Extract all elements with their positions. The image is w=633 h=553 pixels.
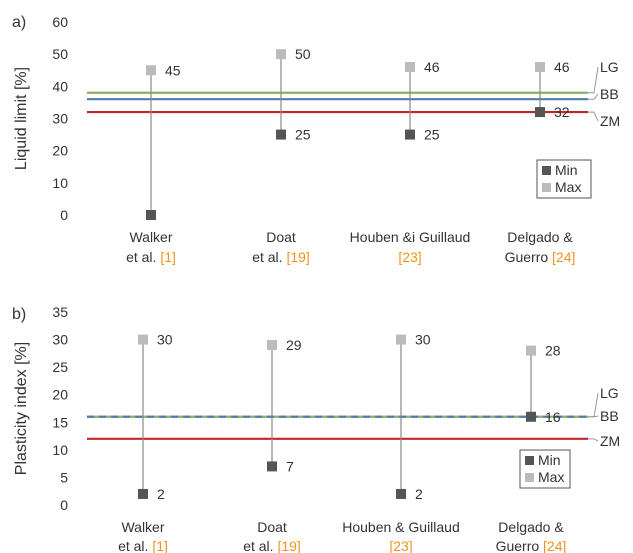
y-axis-label: Plasticity index [%] — [13, 342, 30, 475]
marker-max — [138, 334, 148, 345]
y-tick-label: 25 — [52, 359, 68, 375]
data-label-max: 45 — [165, 62, 181, 78]
y-tick-label: 0 — [60, 497, 68, 513]
reference-leader-lg — [588, 66, 599, 94]
panel-label: b) — [12, 306, 26, 323]
reference-leader-bb — [588, 93, 599, 100]
y-tick-label: 50 — [52, 46, 68, 62]
reference-leader-zm — [588, 111, 599, 122]
data-label-min: 32 — [554, 104, 570, 120]
marker-max — [276, 49, 286, 60]
citation-ref[interactable]: [23] — [398, 249, 421, 265]
y-tick-label: 40 — [52, 78, 68, 94]
legend-swatch-max — [525, 473, 534, 482]
marker-min — [276, 129, 286, 140]
marker-max — [526, 345, 536, 356]
y-axis-label: Liquid limit [%] — [13, 67, 30, 170]
legend-swatch-min — [542, 166, 551, 175]
marker-min — [535, 107, 545, 118]
legend-label-max: Max — [538, 469, 564, 485]
data-label-min: 7 — [286, 458, 294, 474]
x-category-label: Houben & Guillaud — [342, 519, 460, 535]
reference-label-lg: LG — [600, 385, 619, 401]
citation-ref[interactable]: [19] — [286, 249, 309, 265]
marker-max — [535, 62, 545, 73]
y-tick-label: 30 — [52, 332, 68, 348]
data-label-min: 25 — [295, 127, 311, 143]
legend-label-min: Min — [555, 162, 578, 178]
legend-label-max: Max — [555, 179, 581, 195]
legend-swatch-max — [542, 183, 551, 192]
y-tick-label: 5 — [60, 469, 68, 485]
citation-ref[interactable]: [24] — [543, 538, 566, 553]
y-tick-label: 10 — [52, 175, 68, 191]
x-category-label: Houben &i Guillaud — [350, 229, 471, 245]
marker-max — [146, 65, 156, 76]
data-label-min: 25 — [424, 127, 440, 143]
citation-ref[interactable]: [24] — [552, 249, 575, 265]
marker-min — [526, 411, 536, 422]
data-label-max: 46 — [554, 59, 570, 75]
legend-swatch-min — [525, 456, 534, 465]
reference-leader-bb — [588, 415, 599, 418]
citation-ref[interactable]: [23] — [389, 538, 412, 553]
reference-label-zm: ZM — [600, 113, 620, 129]
data-label-max: 50 — [295, 46, 311, 62]
x-category-label-line2: [23] — [398, 249, 421, 265]
data-label-min: 16 — [545, 409, 561, 425]
marker-min — [267, 461, 277, 472]
x-category-label: Walker — [129, 229, 172, 245]
citation-ref[interactable]: [19] — [277, 538, 300, 553]
data-label-min: 2 — [157, 486, 165, 502]
x-category-label: Doat — [266, 229, 296, 245]
data-label-min: 2 — [415, 486, 423, 502]
reference-label-lg: LG — [600, 59, 619, 75]
x-category-label-line2: et al. [1] — [126, 249, 176, 265]
reference-leader-lg — [588, 392, 599, 418]
x-category-label-line2: [23] — [389, 538, 412, 553]
legend-label-min: Min — [538, 452, 561, 468]
panel-label: a) — [12, 14, 26, 31]
x-category-label-line2: Guerro [24] — [496, 538, 567, 553]
reference-label-bb: BB — [600, 408, 619, 424]
marker-max — [267, 340, 277, 351]
y-tick-label: 10 — [52, 442, 68, 458]
marker-min — [396, 488, 406, 499]
y-tick-label: 35 — [52, 304, 68, 320]
chart-panel-a: a) Liquid limit [%] 0 10 20 30 40 50 60 LG BB ZM 25 2… — [12, 14, 620, 265]
y-tick-label: 0 — [60, 207, 68, 223]
y-tick-label: 15 — [52, 414, 68, 430]
data-label-max: 30 — [157, 332, 173, 348]
x-category-label: Delgado & — [498, 519, 564, 535]
data-label-max: 29 — [286, 337, 302, 353]
y-tick-label: 30 — [52, 111, 68, 127]
y-tick-label: 60 — [52, 14, 68, 30]
x-category-label-line2: et al. [1] — [118, 538, 168, 553]
x-category-label: Doat — [257, 519, 287, 535]
marker-min — [146, 210, 156, 220]
y-tick-label: 20 — [52, 143, 68, 159]
data-label-max: 28 — [545, 343, 561, 359]
x-category-label: Walker — [121, 519, 164, 535]
reference-label-zm: ZM — [600, 433, 620, 449]
citation-ref[interactable]: [1] — [160, 249, 176, 265]
data-label-max: 30 — [415, 332, 431, 348]
marker-min — [405, 129, 415, 140]
marker-min — [138, 488, 148, 499]
y-tick-label: 20 — [52, 387, 68, 403]
reference-leader-zm — [588, 438, 599, 442]
x-category-label: Delgado & — [507, 229, 573, 245]
x-category-label-line2: et al. [19] — [252, 249, 310, 265]
x-category-label-line2: Guerro [24] — [505, 249, 576, 265]
citation-ref[interactable]: [1] — [152, 538, 168, 553]
x-category-label-line2: et al. [19] — [243, 538, 301, 553]
chart-panel-b: b) Plasticity index [%] 0 5 10 15 20 25 30 35 LG BB… — [12, 304, 620, 553]
data-label-max: 46 — [424, 59, 440, 75]
marker-max — [405, 62, 415, 73]
marker-max — [396, 334, 406, 345]
reference-label-bb: BB — [600, 86, 619, 102]
